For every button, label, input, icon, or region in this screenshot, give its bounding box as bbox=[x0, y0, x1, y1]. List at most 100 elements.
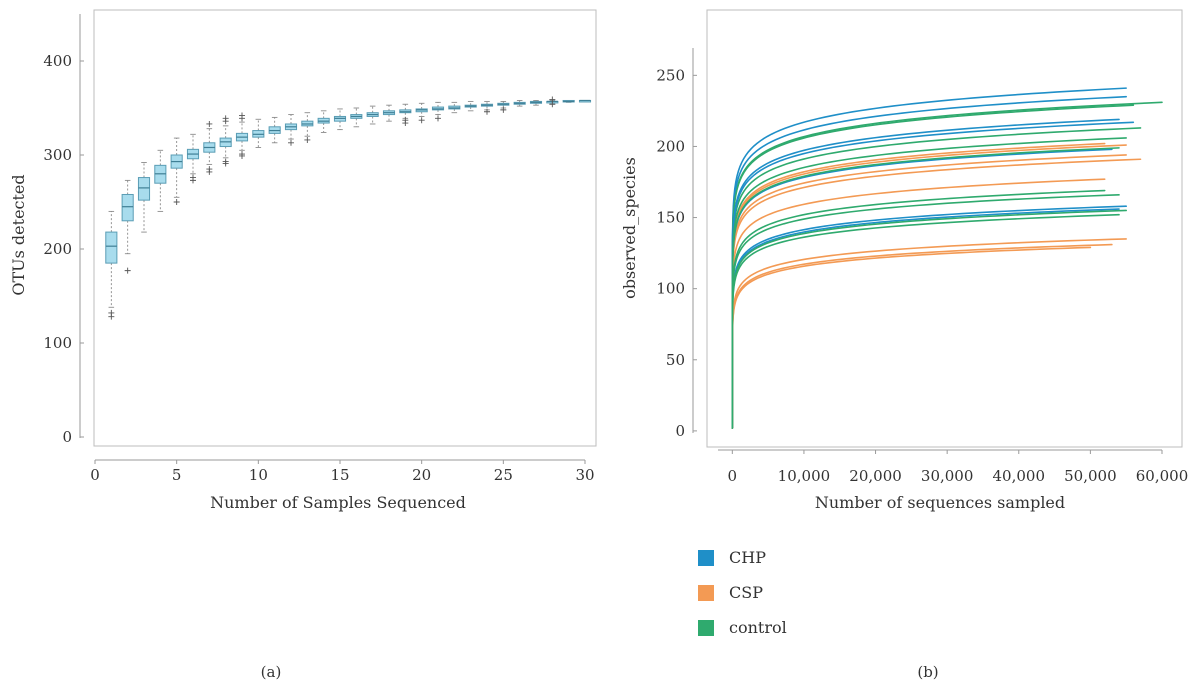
box-plot bbox=[546, 96, 559, 108]
rarefaction-curve-control bbox=[731, 127, 1142, 429]
box-outlier bbox=[206, 120, 213, 127]
panel-b-frame bbox=[706, 9, 1183, 448]
box-plot bbox=[121, 179, 134, 274]
box-outlier bbox=[239, 151, 245, 158]
box-outlier bbox=[549, 96, 556, 103]
box-plot bbox=[301, 112, 314, 143]
box-body bbox=[137, 177, 151, 201]
panel-b-y-axis-title: observed_species bbox=[620, 157, 639, 299]
box-outlier bbox=[206, 166, 213, 173]
panel-a-y-ticks: 0 100 200 300 400 bbox=[43, 52, 84, 446]
box-plot bbox=[382, 104, 396, 122]
panel-b-x-tick-label: 30,000 bbox=[921, 467, 974, 485]
box-plot bbox=[480, 100, 494, 115]
box-body bbox=[105, 231, 118, 264]
panel-a-y-tick-label: 0 bbox=[62, 428, 72, 446]
panel-b-y-tick-label: 200 bbox=[656, 137, 685, 155]
box-outlier bbox=[190, 174, 196, 181]
panel-b: 0 50 100 150 200 250 0 10,000 20,000 30,000 40,00… bbox=[620, 9, 1189, 681]
panel-b-rarefaction-curves bbox=[731, 87, 1163, 429]
box-plot bbox=[219, 115, 232, 167]
legend-swatch bbox=[698, 585, 714, 601]
panel-b-x-tick-label: 50,000 bbox=[1064, 467, 1117, 485]
box-outlier bbox=[418, 117, 425, 124]
rarefaction-curve-csp bbox=[731, 158, 1142, 429]
rarefaction-curve-csp bbox=[731, 243, 1113, 429]
rarefaction-curve-control bbox=[731, 147, 1120, 429]
box-plot bbox=[105, 210, 118, 320]
legend-item-control: control bbox=[698, 618, 787, 637]
box-plot bbox=[497, 100, 510, 113]
panel-a-x-tick-label: 20 bbox=[412, 466, 431, 484]
rarefaction-curve-control bbox=[731, 137, 1127, 429]
panel-a-x-tick-label: 5 bbox=[172, 466, 182, 484]
panel-a-x-tick-label: 0 bbox=[90, 466, 100, 484]
box-plot bbox=[366, 105, 379, 125]
panel-b-label: (b) bbox=[917, 663, 938, 681]
panel-b-x-tick-label: 10,000 bbox=[778, 467, 831, 485]
box-plot bbox=[137, 162, 151, 233]
box-plot bbox=[464, 100, 477, 112]
rarefaction-curve-csp bbox=[731, 142, 1106, 429]
rarefaction-curve-chp bbox=[731, 118, 1120, 429]
box-plot bbox=[448, 101, 461, 114]
box-outlier bbox=[484, 108, 490, 115]
box-plot bbox=[235, 112, 249, 159]
legend-item-chp: CHP bbox=[698, 548, 766, 567]
panel-a-label: (a) bbox=[261, 663, 282, 681]
rarefaction-curve-chp bbox=[731, 95, 1127, 429]
box-plot bbox=[529, 100, 543, 106]
box-plot bbox=[350, 107, 363, 128]
panel-b-y-tick-label: 250 bbox=[656, 66, 685, 84]
box-plot bbox=[203, 120, 216, 175]
box-plot bbox=[431, 101, 445, 122]
panel-a-x-axis-title: Number of Samples Sequenced bbox=[210, 493, 466, 512]
rarefaction-curve-csp bbox=[731, 178, 1106, 429]
panel-b-y-ticks: 0 50 100 150 200 250 bbox=[656, 66, 697, 440]
panel-a-x-tick-label: 15 bbox=[330, 466, 349, 484]
box-plot bbox=[415, 102, 428, 124]
panel-b-y-tick-label: 100 bbox=[656, 280, 685, 298]
panel-b-x-tick-label: 20,000 bbox=[849, 467, 902, 485]
panel-b-y-tick-label: 50 bbox=[666, 351, 685, 369]
box-outlier bbox=[304, 136, 311, 143]
legend-label: CHP bbox=[729, 548, 766, 567]
panel-a-x-tick-label: 25 bbox=[494, 466, 513, 484]
box-plot bbox=[562, 99, 575, 103]
panel-a-y-axis-title: OTUs detected bbox=[9, 174, 28, 295]
panel-b-y-tick-label: 150 bbox=[656, 209, 685, 227]
box-plot bbox=[578, 99, 592, 103]
panel-a-boxplots bbox=[105, 96, 592, 320]
panel-b-x-tick-label: 0 bbox=[728, 467, 738, 485]
panel-b-legend: CHP CSP control bbox=[698, 548, 787, 637]
panel-b-x-tick-label: 40,000 bbox=[993, 467, 1046, 485]
panel-a-y-tick-label: 200 bbox=[43, 240, 72, 258]
box-plot bbox=[154, 149, 167, 212]
panel-b-x-ticks: 0 10,000 20,000 30,000 40,000 50,000 60,000 bbox=[728, 450, 1189, 485]
rarefaction-curve-control bbox=[731, 189, 1106, 429]
box-plot bbox=[170, 137, 183, 205]
box-outlier bbox=[222, 158, 229, 165]
legend-item-csp: CSP bbox=[698, 583, 763, 602]
box-outlier bbox=[288, 139, 294, 146]
box-plot bbox=[513, 100, 526, 107]
rarefaction-curve-csp bbox=[731, 144, 1127, 429]
box-body bbox=[121, 193, 134, 222]
box-outlier bbox=[500, 106, 507, 113]
panel-a-y-tick-label: 400 bbox=[43, 52, 72, 70]
box-outlier bbox=[124, 267, 131, 274]
box-plot bbox=[252, 118, 265, 148]
rarefaction-curve-control bbox=[731, 213, 1120, 429]
rarefaction-curve-csp bbox=[731, 246, 1092, 429]
rarefaction-curve-control bbox=[731, 194, 1120, 429]
panel-a-x-tick-label: 10 bbox=[249, 466, 268, 484]
panel-a-frame bbox=[93, 9, 597, 447]
box-outlier bbox=[435, 115, 441, 122]
rarefaction-curve-csp bbox=[731, 154, 1127, 429]
box-outlier bbox=[173, 199, 180, 205]
box-outlier bbox=[222, 115, 229, 122]
legend-swatch bbox=[698, 620, 714, 636]
box-plot bbox=[186, 133, 200, 184]
panel-b-x-tick-label: 60,000 bbox=[1136, 467, 1189, 485]
